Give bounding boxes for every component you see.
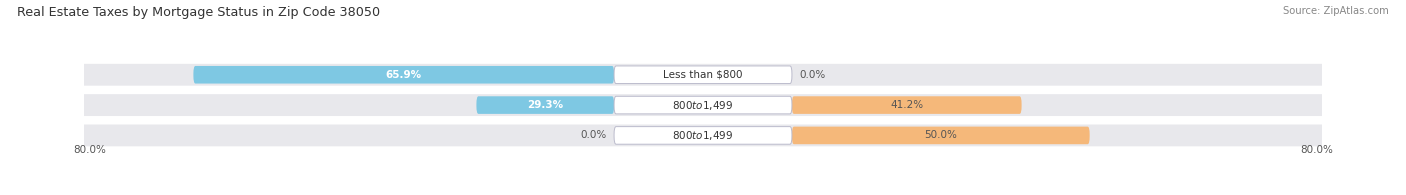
Text: 65.9%: 65.9% (385, 70, 422, 80)
FancyBboxPatch shape (792, 127, 1090, 144)
Text: $800 to $1,499: $800 to $1,499 (672, 99, 734, 112)
FancyBboxPatch shape (194, 66, 614, 83)
Text: 0.0%: 0.0% (581, 130, 606, 140)
Text: 29.3%: 29.3% (527, 100, 564, 110)
Text: 80.0%: 80.0% (73, 145, 105, 155)
FancyBboxPatch shape (792, 96, 1022, 114)
Text: $800 to $1,499: $800 to $1,499 (672, 129, 734, 142)
Text: 50.0%: 50.0% (924, 130, 957, 140)
Text: Source: ZipAtlas.com: Source: ZipAtlas.com (1284, 6, 1389, 16)
Text: 0.0%: 0.0% (800, 70, 825, 80)
FancyBboxPatch shape (73, 124, 1333, 146)
FancyBboxPatch shape (614, 96, 792, 114)
Text: 41.2%: 41.2% (890, 100, 924, 110)
FancyBboxPatch shape (477, 96, 614, 114)
FancyBboxPatch shape (73, 64, 1333, 86)
Text: Real Estate Taxes by Mortgage Status in Zip Code 38050: Real Estate Taxes by Mortgage Status in … (17, 6, 380, 19)
Text: 80.0%: 80.0% (1301, 145, 1333, 155)
FancyBboxPatch shape (73, 94, 1333, 116)
FancyBboxPatch shape (614, 66, 792, 83)
Text: Less than $800: Less than $800 (664, 70, 742, 80)
FancyBboxPatch shape (614, 127, 792, 144)
